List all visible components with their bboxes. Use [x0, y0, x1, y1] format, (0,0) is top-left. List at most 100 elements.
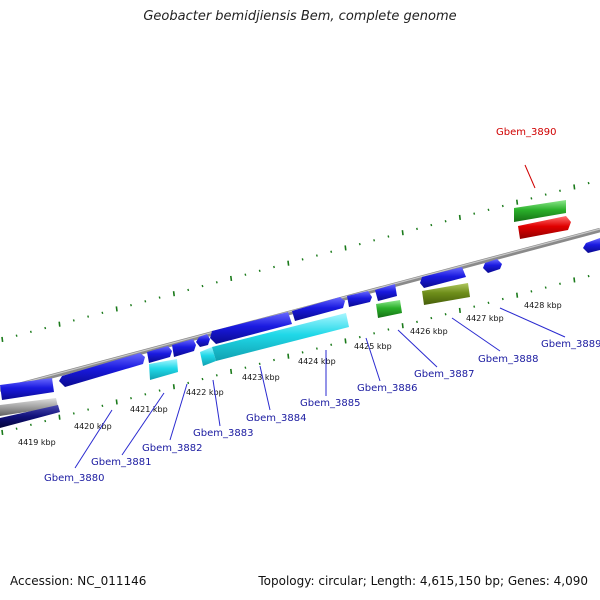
tick-mark — [473, 305, 476, 308]
tick-mark — [187, 381, 190, 385]
gene-label[interactable]: Gbem_3883 — [193, 428, 253, 439]
tick-label: 4419 kbp — [18, 438, 56, 447]
tick-mark — [72, 412, 75, 415]
gene-arrow[interactable] — [172, 339, 196, 357]
gene-arrow[interactable] — [149, 359, 178, 380]
gene-label[interactable]: Gbem_3886 — [357, 383, 417, 394]
gene-label[interactable]: Gbem_3889 — [541, 339, 600, 350]
tick-mark — [587, 181, 590, 185]
gene-label[interactable]: Gbem_3887 — [414, 369, 474, 380]
gene-label[interactable]: Gbem_3881 — [91, 457, 151, 468]
tick-mark — [315, 347, 318, 350]
tick-mark — [273, 358, 275, 362]
gene-arrow[interactable] — [0, 378, 54, 400]
gene-arrow[interactable] — [292, 297, 345, 321]
tick-mark — [559, 282, 561, 285]
map-title: Geobacter bemidjiensis Bem, complete gen… — [143, 9, 457, 24]
tick-mark — [15, 334, 18, 337]
tick-mark — [516, 199, 519, 205]
tick-mark — [573, 184, 576, 190]
tick-mark — [573, 277, 576, 283]
tick-mark — [501, 297, 504, 301]
tick-mark — [430, 316, 433, 320]
tick-mark — [258, 362, 261, 366]
gene-arrow[interactable] — [200, 347, 216, 366]
gene-label[interactable]: Gbem_3880 — [44, 473, 104, 484]
gene-label[interactable]: Gbem_3884 — [246, 413, 306, 424]
tick-mark — [87, 408, 90, 411]
gene-arrow[interactable] — [59, 353, 145, 387]
tick-mark — [387, 235, 390, 238]
tick-mark — [258, 269, 261, 273]
tick-mark — [458, 307, 461, 314]
gene-arrow[interactable] — [212, 313, 349, 361]
tick-mark — [315, 254, 318, 257]
tick-mark — [44, 419, 47, 423]
gene-arrow[interactable] — [0, 398, 58, 416]
tick-mark — [101, 311, 104, 314]
tick-mark — [373, 239, 376, 242]
gene-arrow[interactable] — [483, 259, 502, 273]
lower-strand-genes — [0, 283, 470, 428]
tick-label: 4424 kbp — [298, 357, 336, 366]
gene-arrow[interactable] — [196, 334, 210, 347]
gene-arrow[interactable] — [422, 283, 470, 305]
tick-mark — [144, 300, 147, 303]
gene-arrow[interactable] — [518, 216, 571, 239]
tick-mark — [215, 281, 218, 284]
gene-label[interactable]: Gbem_3885 — [300, 398, 360, 409]
gene-label-highlight[interactable]: Gbem_3890 — [496, 127, 556, 138]
tick-mark — [101, 404, 104, 407]
tick-row-lower — [1, 274, 590, 436]
tick-mark — [330, 250, 333, 253]
tick-mark — [273, 265, 275, 269]
scale-labels: 4419 kbp 4420 kbp 4421 kbp 4422 kbp 4423… — [18, 301, 562, 447]
tick-mark — [230, 275, 233, 282]
label-leaders — [74, 164, 566, 469]
tick-mark — [358, 335, 361, 339]
gene-label[interactable]: Gbem_3882 — [142, 443, 202, 454]
gene-arrow[interactable] — [375, 284, 397, 301]
tick-mark — [416, 320, 418, 324]
tick-mark — [430, 223, 433, 227]
tick-mark — [373, 332, 376, 335]
tick-mark — [158, 389, 161, 392]
gene-labels: Gbem_3880 Gbem_3881 Gbem_3882 Gbem_3883 … — [44, 127, 600, 484]
tick-mark — [187, 288, 190, 292]
gene-arrow[interactable] — [210, 312, 292, 344]
upper-strand-genes — [0, 200, 600, 400]
gene-arrow[interactable] — [0, 405, 60, 428]
accession: Accession: NC_011146 — [10, 574, 147, 588]
tick-mark — [72, 319, 75, 322]
tick-mark — [559, 189, 561, 192]
tick-mark — [87, 315, 90, 318]
tick-mark — [115, 399, 118, 405]
tick-mark — [530, 290, 533, 293]
gene-arrow[interactable] — [514, 200, 566, 222]
tick-label: 4421 kbp — [130, 405, 168, 414]
tick-mark — [301, 258, 304, 261]
tick-mark — [115, 306, 118, 312]
tick-mark — [344, 245, 347, 251]
tick-label: 4420 kbp — [74, 422, 112, 431]
tick-mark — [301, 351, 304, 354]
tick-mark — [172, 291, 175, 297]
gene-arrow[interactable] — [347, 291, 372, 307]
tick-mark — [130, 303, 132, 307]
genome-stats: Topology: circular; Length: 4,615,150 bp… — [258, 574, 588, 588]
tick-mark — [287, 260, 290, 266]
gene-arrow[interactable] — [376, 300, 402, 318]
tick-mark — [201, 377, 204, 381]
tick-mark — [344, 338, 347, 344]
gene-label[interactable]: Gbem_3888 — [478, 354, 538, 365]
tick-mark — [201, 284, 204, 288]
tick-mark — [544, 286, 547, 289]
gene-arrow[interactable] — [147, 346, 172, 363]
gene-arrow[interactable] — [583, 238, 600, 253]
tick-mark — [444, 220, 447, 223]
tick-mark — [29, 330, 32, 334]
tick-row-upper — [1, 181, 590, 343]
tick-mark — [358, 242, 361, 246]
tick-mark — [487, 301, 490, 305]
gene-arrow[interactable] — [420, 267, 466, 288]
